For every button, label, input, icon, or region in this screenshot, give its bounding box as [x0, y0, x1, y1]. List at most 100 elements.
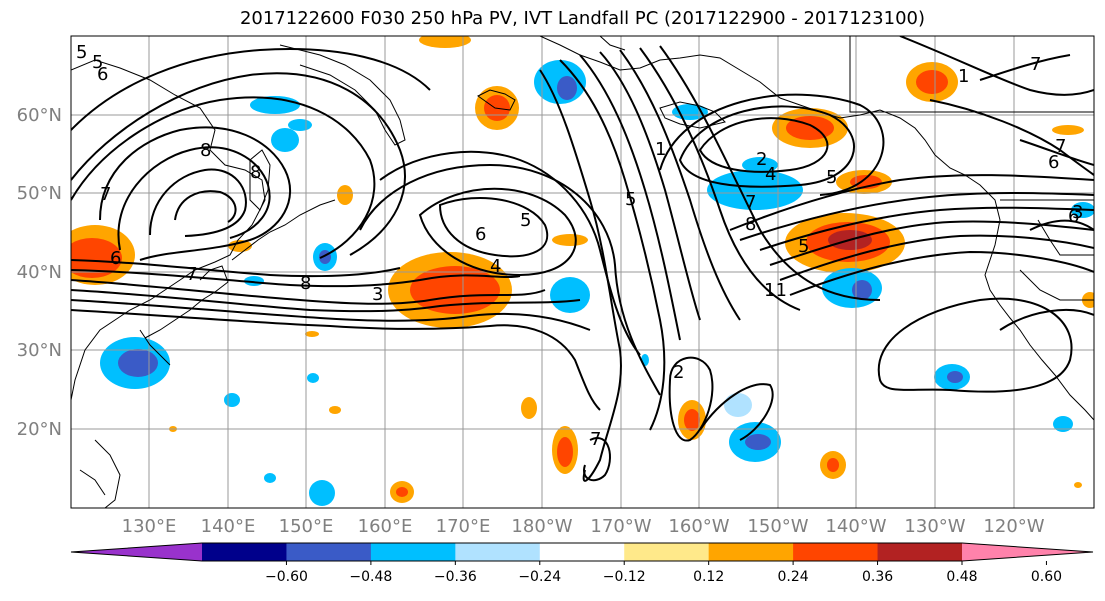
contour-label: 5 [798, 236, 809, 257]
lat-label-60n: 60°N [17, 105, 62, 126]
colorbar-extend-high [962, 543, 1093, 561]
lat-label-20n: 20°N [17, 419, 62, 440]
contour-label: 8 [745, 214, 756, 235]
contour-label: 4 [765, 164, 776, 185]
pv-contours [71, 36, 1094, 482]
contour-label: 3 [1072, 202, 1083, 223]
map-title: 2017122600 F030 250 hPa PV, IVT Landfall… [239, 8, 926, 29]
colorbar-segment [877, 543, 963, 561]
lon-label: 170°E [436, 516, 491, 537]
contour-label: 7 [590, 429, 601, 450]
contour-label: 6 [1068, 206, 1079, 227]
anomaly-negative [118, 349, 158, 377]
contour-label: 2 [756, 149, 767, 170]
colorbar-segment [202, 543, 287, 561]
colorbar-segment [455, 543, 541, 561]
lon-label: 130°E [122, 516, 177, 537]
lon-label: 140°W [825, 516, 886, 537]
contour-label: 11 [764, 280, 787, 301]
anomaly-negative [947, 371, 963, 383]
anomaly-negative [724, 393, 752, 417]
colorbar-segment [539, 543, 625, 561]
colorbar-tick-label: 0.24 [778, 569, 809, 585]
anomaly-negative [264, 473, 276, 483]
anomaly-positive [396, 487, 408, 497]
contour-label: 5 [92, 52, 103, 73]
contour-label: 6 [475, 224, 486, 245]
anomaly-positive [916, 70, 948, 94]
anomaly-positive [71, 238, 122, 278]
anomaly-negative [271, 128, 299, 152]
anomaly-positive [1052, 125, 1084, 135]
anomaly-positive [329, 406, 341, 414]
anomaly-positive [552, 234, 588, 246]
lon-label: 130°W [904, 516, 965, 537]
anomaly-negative [309, 480, 335, 506]
colorbar-tick-label: −0.36 [434, 569, 477, 585]
anomaly-negative [557, 76, 577, 100]
contour-label: 6 [1048, 152, 1059, 173]
contour-label: 8 [200, 140, 211, 161]
lon-label: 160°W [668, 516, 729, 537]
colorbar-tick-label: 0.48 [946, 569, 977, 585]
colorbar-tick-label: −0.48 [349, 569, 392, 585]
contour-label: 5 [625, 189, 636, 210]
anomaly-negative [707, 170, 803, 210]
anomaly-positive [305, 331, 319, 337]
anomaly-positive [521, 397, 537, 419]
anomaly-negative [745, 434, 771, 450]
lon-label: 120°W [983, 516, 1044, 537]
colorbar-segment [370, 543, 456, 561]
contour-label: 6 [110, 248, 121, 269]
contour-label: 5 [520, 210, 531, 231]
contour-label: 8 [300, 273, 311, 294]
contour-label: 5 [826, 167, 837, 188]
anomaly-negative [852, 280, 872, 300]
contour-label: 3 [372, 284, 383, 305]
anomaly-negative [307, 373, 319, 383]
colorbar: −0.60 −0.48 −0.36 −0.24 −0.12 0.12 0.24 0.36 0.4… [70, 542, 1094, 585]
colorbar-tick-label: −0.60 [265, 569, 308, 585]
contour-label: 7 [186, 264, 197, 285]
lat-label-40n: 40°N [17, 262, 62, 283]
anomaly-negative [1053, 416, 1073, 432]
longitude-labels: 130°E 140°E 150°E 160°E 170°E 180°W 170°… [122, 516, 1045, 537]
contour-label: 7 [745, 192, 756, 213]
colorbar-tick-label: 0.36 [862, 569, 893, 585]
lat-label-30n: 30°N [17, 340, 62, 361]
anomaly-negative [288, 119, 312, 131]
anomaly-positive [684, 409, 700, 431]
contour-label: 6 [97, 64, 108, 85]
lon-label: 180°W [511, 516, 572, 537]
anomaly-negative [550, 277, 590, 313]
contour-label: 1 [958, 66, 969, 87]
lon-label: 140°E [201, 516, 256, 537]
contour-label: 4 [490, 256, 501, 277]
contour-label: 8 [250, 162, 261, 183]
colorbar-tick-label: 0.60 [1031, 569, 1062, 585]
contour-label: 5 [76, 42, 87, 63]
contour-label: 2 [673, 362, 684, 383]
contour-label: 7 [1030, 54, 1041, 75]
plot-frame [70, 35, 1095, 509]
anomaly-positive [410, 266, 500, 314]
anomaly-positive [337, 185, 353, 205]
contour-label: 1 [655, 139, 666, 160]
colorbar-tick-label: −0.24 [518, 569, 561, 585]
latitude-labels: 60°N 50°N 40°N 30°N 20°N [17, 105, 62, 440]
colorbar-outline [70, 542, 1094, 562]
colorbar-segment [286, 543, 372, 561]
colorbar-tick-label: 0.12 [693, 569, 724, 585]
colorbar-extend-low [71, 543, 202, 561]
colorbar-tick-label: −0.12 [603, 569, 646, 585]
colorbar-segment [624, 543, 710, 561]
contour-label: 7 [1055, 136, 1066, 157]
anomaly-positive [557, 437, 573, 467]
anomaly-positive [1074, 482, 1082, 488]
anomaly-positive [419, 36, 471, 48]
lat-label-50n: 50°N [17, 183, 62, 204]
anomaly-negative [742, 157, 778, 173]
lon-label: 150°E [279, 516, 334, 537]
lon-label: 160°E [358, 516, 413, 537]
